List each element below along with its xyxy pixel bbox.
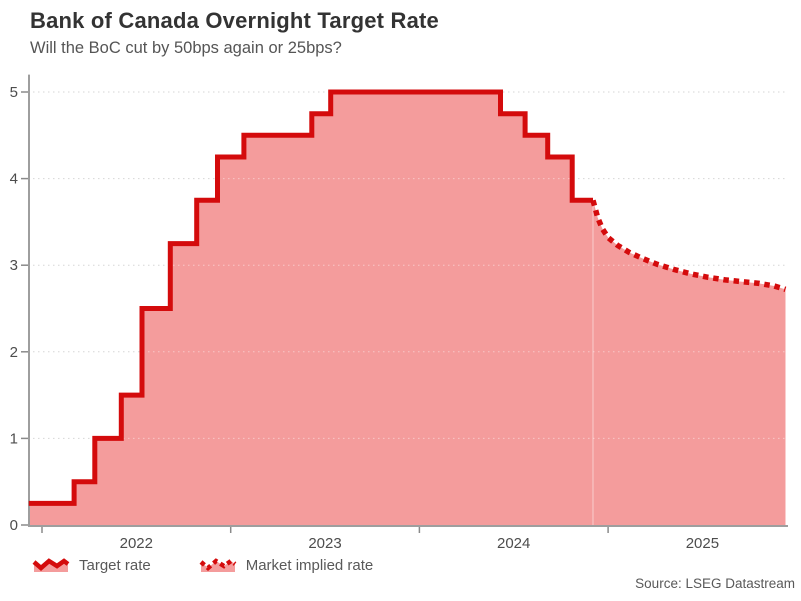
target-rate-line-icon bbox=[32, 558, 70, 572]
x-tick-label: 2025 bbox=[686, 535, 719, 552]
legend-label-market-implied-rate: Market implied rate bbox=[245, 556, 374, 574]
legend-item-market-implied-rate: Market implied rate bbox=[199, 556, 374, 574]
y-tick-label: 2 bbox=[10, 344, 18, 361]
source-credit: Source: LSEG Datastream bbox=[635, 576, 795, 591]
y-tick-label: 1 bbox=[10, 430, 18, 447]
y-tick-label: 4 bbox=[10, 171, 18, 188]
x-tick-label: 2023 bbox=[308, 535, 341, 552]
legend: Target rate Market implied rate bbox=[32, 556, 373, 574]
legend-item-target-rate: Target rate bbox=[32, 556, 151, 574]
market-implied-line-icon bbox=[199, 558, 237, 572]
axes bbox=[28, 74, 788, 527]
x-tick-label: 2022 bbox=[120, 535, 153, 552]
x-tick-label: 2024 bbox=[497, 535, 530, 552]
legend-label-target-rate: Target rate bbox=[79, 556, 151, 574]
y-axis: 0 1 2 3 4 5 bbox=[10, 84, 28, 534]
y-tick-label: 5 bbox=[10, 84, 18, 101]
gridlines-over-fill bbox=[28, 92, 786, 439]
chart-subtitle: Will the BoC cut by 50bps again or 25bps… bbox=[30, 39, 342, 57]
y-tick-label: 0 bbox=[10, 517, 18, 534]
chart-title: Bank of Canada Overnight Target Rate bbox=[30, 8, 439, 33]
y-tick-label: 3 bbox=[10, 257, 18, 274]
target-rate-line bbox=[28, 89, 593, 506]
x-axis: 2022 2023 2024 2025 bbox=[41, 527, 719, 552]
market-implied-line bbox=[590, 199, 787, 293]
